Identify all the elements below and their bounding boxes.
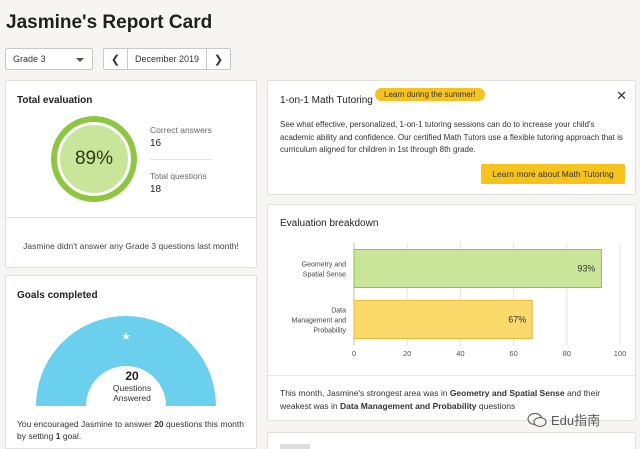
chart-bar-value-label: 67% xyxy=(508,315,526,325)
correct-answers-value: 16 xyxy=(150,138,162,149)
tutoring-title: 1-on-1 Math Tutoring xyxy=(280,95,373,106)
watermark-text: Edu指南 xyxy=(551,413,601,428)
score-percent: 89% xyxy=(57,122,131,196)
grade-select-value: Grade 3 xyxy=(13,54,46,64)
total-questions-value: 18 xyxy=(150,184,162,195)
chart-tick-label: 20 xyxy=(403,349,411,358)
watermark: Edu指南 xyxy=(527,410,600,429)
month-label: December 2019 xyxy=(134,54,200,64)
star-icon: ★ xyxy=(121,330,131,343)
questions-answered-label-2: Answered xyxy=(113,393,151,403)
card-divider xyxy=(6,217,256,218)
grade-note: Jasmine didn't answer any Grade 3 questi… xyxy=(23,241,239,251)
close-icon[interactable]: ✕ xyxy=(616,88,627,103)
goals-completed-title: Goals completed xyxy=(17,290,98,301)
tutoring-description: See what effective, personalized, 1-on-1… xyxy=(280,120,623,154)
goals-gauge-arc xyxy=(36,316,216,406)
wechat-icon xyxy=(527,412,547,427)
breakdown-summary: This month, Jasmine's strongest area was… xyxy=(280,388,601,411)
next-month-button[interactable]: ❯ xyxy=(206,49,230,69)
chart-bar xyxy=(353,249,602,288)
previous-month-button[interactable]: ❮ xyxy=(104,49,128,69)
chart-bar-value-label: 93% xyxy=(577,264,595,274)
chart-tick-label: 60 xyxy=(509,349,517,358)
correct-answers-label: Correct answers xyxy=(150,125,212,135)
evaluation-breakdown-card: Evaluation breakdown 0 20 40 60 80 100 93% Geom… xyxy=(267,204,636,421)
questions-answered-count: 20 xyxy=(125,369,139,383)
total-questions-label: Total questions xyxy=(150,171,207,181)
goals-gauge: ★ xyxy=(36,316,216,406)
breakdown-bar-chart: 0 20 40 60 80 100 93% Geometry and Spatial Sense… xyxy=(292,243,627,358)
total-evaluation-title: Total evaluation xyxy=(17,95,93,106)
grade-select[interactable]: Grade 3 xyxy=(5,48,93,70)
month-picker: ❮ December 2019 ❯ xyxy=(103,48,231,70)
chart-tick-label: 100 xyxy=(614,349,627,358)
breakdown-title: Evaluation breakdown xyxy=(280,218,379,229)
chart-tick-label: 80 xyxy=(563,349,571,358)
summer-badge: Learn during the summer! xyxy=(375,88,485,101)
tutoring-promo-card: 1-on-1 Math Tutoring Learn during the su… xyxy=(267,80,636,195)
score-ring: 89% xyxy=(51,116,137,202)
chart-category-label: Geometry and xyxy=(302,262,346,269)
chart-category-label: Probability xyxy=(313,328,346,335)
chart-category-label: Spatial Sense xyxy=(303,272,346,279)
card-divider xyxy=(268,375,635,376)
next-card-title-stub xyxy=(280,444,310,449)
next-card-partial xyxy=(267,432,636,449)
goals-description: You encouraged Jasmine to answer 20 ques… xyxy=(17,419,244,441)
stat-divider xyxy=(150,159,212,160)
chart-bar xyxy=(353,300,533,339)
page-title: Jasmine's Report Card xyxy=(6,12,213,33)
chevron-down-icon xyxy=(76,58,84,62)
learn-more-button[interactable]: Learn more about Math Tutoring xyxy=(481,164,625,184)
questions-answered-label-1: Questions xyxy=(112,383,152,393)
chart-tick-label: 40 xyxy=(456,349,464,358)
goals-completed-card: Goals completed ★ 20 Questions Answered … xyxy=(5,275,257,449)
total-evaluation-card: Total evaluation 89% Correct answers 16 … xyxy=(5,80,257,268)
chart-category-label: Management and xyxy=(292,318,347,325)
chart-tick-label: 0 xyxy=(352,349,356,358)
chart-category-label: Data xyxy=(331,308,346,315)
